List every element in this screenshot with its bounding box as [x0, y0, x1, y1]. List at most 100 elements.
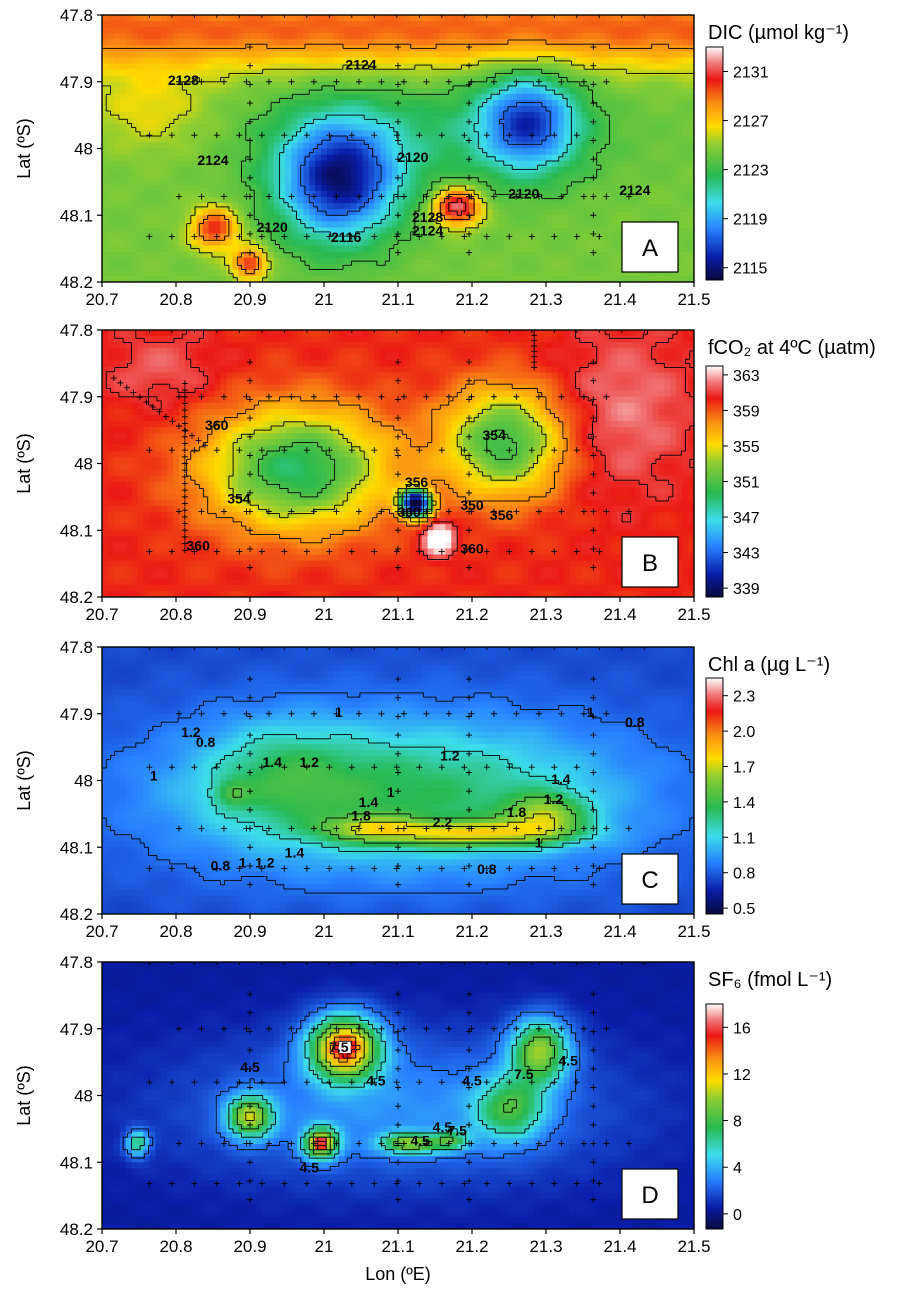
- y-tick-label: 48: [74, 772, 93, 791]
- x-tick-label: 21.1: [381, 1237, 414, 1256]
- contour-label: 354: [483, 427, 507, 443]
- y-tick-label: 47.9: [60, 1020, 93, 1039]
- panel-letter: A: [642, 235, 658, 262]
- contour-label: 1.2: [255, 854, 275, 870]
- colorbar-scale: [706, 366, 723, 597]
- contour-label: 2128: [168, 72, 199, 88]
- colorbar-scale: [706, 1004, 723, 1229]
- contour-label: 360: [205, 417, 229, 433]
- y-tick-label: 48: [74, 455, 93, 474]
- x-tick-label: 20.9: [233, 922, 266, 941]
- contour-label: 360: [460, 541, 484, 557]
- y-tick-label: 47.8: [60, 638, 93, 657]
- contour-label: 2116: [331, 229, 362, 245]
- colorbar-title: DIC (µmol kg⁻¹): [708, 22, 849, 44]
- panel-letter: C: [641, 867, 658, 894]
- x-tick-label: 20.8: [159, 290, 192, 309]
- contour-label: 1: [387, 784, 395, 800]
- x-tick-label: 21.1: [381, 922, 414, 941]
- colorbar-title: Chl a (µg L⁻¹): [708, 654, 830, 676]
- contour-label: 2124: [197, 152, 228, 168]
- x-tick-label: 20.9: [233, 290, 266, 309]
- x-tick-label: 21.4: [603, 1237, 636, 1256]
- contour-label: 1.2: [440, 748, 460, 764]
- contour-label: 350: [460, 497, 484, 513]
- x-tick-label: 20.7: [85, 922, 118, 941]
- contour-label: 7.5: [514, 1066, 534, 1082]
- y-tick-label: 47.9: [60, 73, 93, 92]
- contour-label: 4.5: [366, 1073, 386, 1089]
- x-tick-label: 21.1: [381, 290, 414, 309]
- contour-label: 4.5: [299, 1159, 319, 1175]
- contour-label: 4.5: [240, 1059, 260, 1075]
- colorbar-tick-label: 2.3: [733, 689, 755, 706]
- contour-label: 2124: [345, 57, 376, 73]
- heatmap-field: [102, 647, 695, 915]
- colorbar-tick-label: 343: [733, 546, 760, 563]
- x-tick-label: 21.4: [603, 605, 636, 624]
- contour-label: 1: [239, 854, 247, 870]
- colorbar-tick-label: 351: [733, 475, 760, 492]
- heatmap-field: [102, 330, 695, 598]
- contour-label: 1.2: [544, 791, 564, 807]
- x-tick-label: 20.7: [85, 605, 118, 624]
- x-tick-label: 21: [315, 1237, 334, 1256]
- contour-label: 1.4: [262, 754, 282, 770]
- x-tick-label: 21: [315, 290, 334, 309]
- contour-label: 1.8: [507, 804, 527, 820]
- y-tick-label: 48.1: [60, 1153, 93, 1172]
- contour-label: 1.2: [299, 754, 319, 770]
- contour-label: 354: [227, 491, 251, 507]
- colorbar-tick-label: 2115: [733, 261, 768, 278]
- colorbar-tick-label: 1.7: [733, 760, 755, 777]
- x-tick-label: 21.3: [529, 1237, 562, 1256]
- colorbar-tick-label: 16: [733, 1020, 751, 1037]
- colorbar-tick-label: 339: [733, 581, 760, 598]
- contour-label: 1.4: [359, 794, 379, 810]
- x-tick-label: 20.9: [233, 1237, 266, 1256]
- contour-label: 0.8: [625, 714, 645, 730]
- x-tick-label: 21.5: [677, 605, 710, 624]
- contour-label: 7.5: [447, 1123, 467, 1139]
- y-tick-label: 48.1: [60, 206, 93, 225]
- colorbar-tick-label: 2123: [733, 163, 769, 180]
- x-tick-label: 20.8: [159, 922, 192, 941]
- colorbar-scale: [706, 678, 723, 914]
- y-tick-label: 47.9: [60, 705, 93, 724]
- contour-label: 1.2: [181, 724, 201, 740]
- x-tick-label: 21.4: [603, 922, 636, 941]
- panel-letter: D: [641, 1182, 658, 1209]
- contour-label: 1.4: [285, 844, 305, 860]
- x-tick-label: 21.5: [677, 290, 710, 309]
- x-tick-label: 20.9: [233, 605, 266, 624]
- x-tick-label: 21: [315, 922, 334, 941]
- colorbar-tick-label: 0: [733, 1207, 742, 1224]
- colorbar-tick-label: 2.0: [733, 724, 755, 741]
- x-tick-label: 21.3: [529, 922, 562, 941]
- contour-label: 7.5: [329, 1039, 349, 1055]
- x-tick-label: 21.2: [455, 290, 488, 309]
- colorbar-scale: [706, 47, 723, 280]
- contour-label: 0.8: [477, 861, 497, 877]
- contour-label: 2120: [397, 149, 428, 165]
- y-tick-label: 47.9: [60, 388, 93, 407]
- colorbar-tick-label: 2119: [733, 212, 768, 229]
- contour-label: 4.5: [462, 1073, 482, 1089]
- y-tick-label: 48.1: [60, 838, 93, 857]
- colorbar-tick-label: 1.4: [733, 795, 755, 812]
- contour-label: 1: [587, 704, 595, 720]
- contour-label: 4.5: [410, 1133, 430, 1149]
- x-tick-label: 20.7: [85, 1237, 118, 1256]
- x-tick-label: 21.1: [381, 605, 414, 624]
- x-tick-label: 21.3: [529, 605, 562, 624]
- colorbar-title: fCO₂ at 4ºC (µatm): [708, 337, 876, 359]
- y-tick-label: 47.8: [60, 6, 93, 25]
- heatmap-field: [102, 962, 695, 1230]
